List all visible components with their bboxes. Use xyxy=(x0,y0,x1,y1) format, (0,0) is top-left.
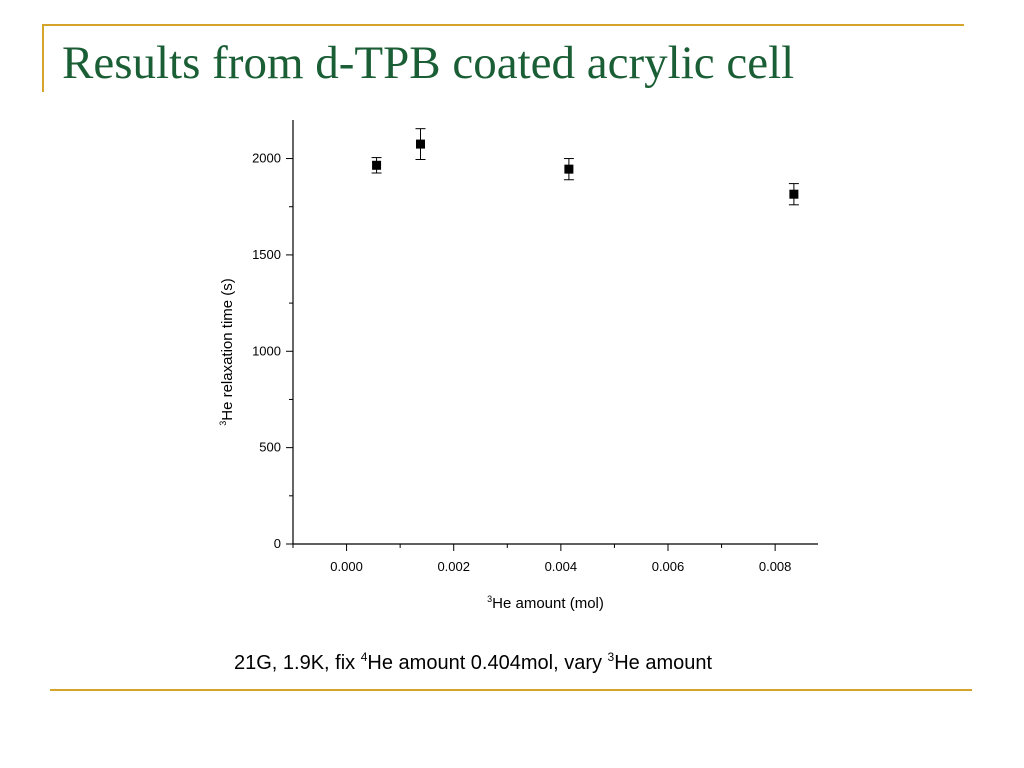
x-tick-label: 0.004 xyxy=(545,559,578,574)
y-tick-label: 0 xyxy=(274,536,281,551)
caption-sup1: 4 xyxy=(360,650,368,664)
y-axis-label: 3He relaxation time (s) xyxy=(218,278,236,426)
title-rule-top xyxy=(42,24,964,26)
y-tick-label: 1000 xyxy=(252,343,281,358)
caption-part3: He amount xyxy=(614,652,713,674)
y-ticks: 0 500 1000 1500 2000 xyxy=(252,151,293,551)
y-tick-label: 500 xyxy=(259,440,281,455)
x-ticks: 0.000 0.002 0.004 0.006 0.008 xyxy=(292,544,792,574)
y-axis-label-sup: 3 xyxy=(218,421,228,426)
chart-caption: 21G, 1.9K, fix 4He amount 0.404mol, vary… xyxy=(234,650,712,675)
x-tick-label: 0.008 xyxy=(759,559,792,574)
y-axis-label-text: He relaxation time (s) xyxy=(219,278,236,421)
data-point xyxy=(372,160,382,170)
x-axis-label-sup: 3 xyxy=(487,594,492,604)
caption-part2: He amount 0.404mol, vary xyxy=(367,652,608,674)
data-point xyxy=(416,139,425,149)
caption-sup2: 3 xyxy=(607,650,615,664)
data-point xyxy=(564,164,574,174)
title-rule-left xyxy=(42,26,44,92)
x-axis-label-text: He amount (mol) xyxy=(492,595,604,612)
footer-rule xyxy=(50,689,972,691)
y-tick-label: 2000 xyxy=(252,151,281,166)
x-tick-label: 0.000 xyxy=(330,559,363,574)
data-points xyxy=(371,128,799,206)
x-tick-label: 0.002 xyxy=(437,559,470,574)
data-point xyxy=(789,189,799,199)
caption-part1: 21G, 1.9K, fix xyxy=(234,652,361,674)
chart-axes xyxy=(292,120,818,545)
y-tick-label: 1500 xyxy=(252,247,281,262)
x-tick-label: 0.006 xyxy=(652,559,685,574)
slide-title: Results from d-TPB coated acrylic cell xyxy=(62,37,795,89)
x-axis-label: 3He amount (mol) xyxy=(487,594,604,612)
relaxation-chart: 0.000 0.002 0.004 0.006 0.008 0 500 1000 1500 20… xyxy=(218,120,818,612)
